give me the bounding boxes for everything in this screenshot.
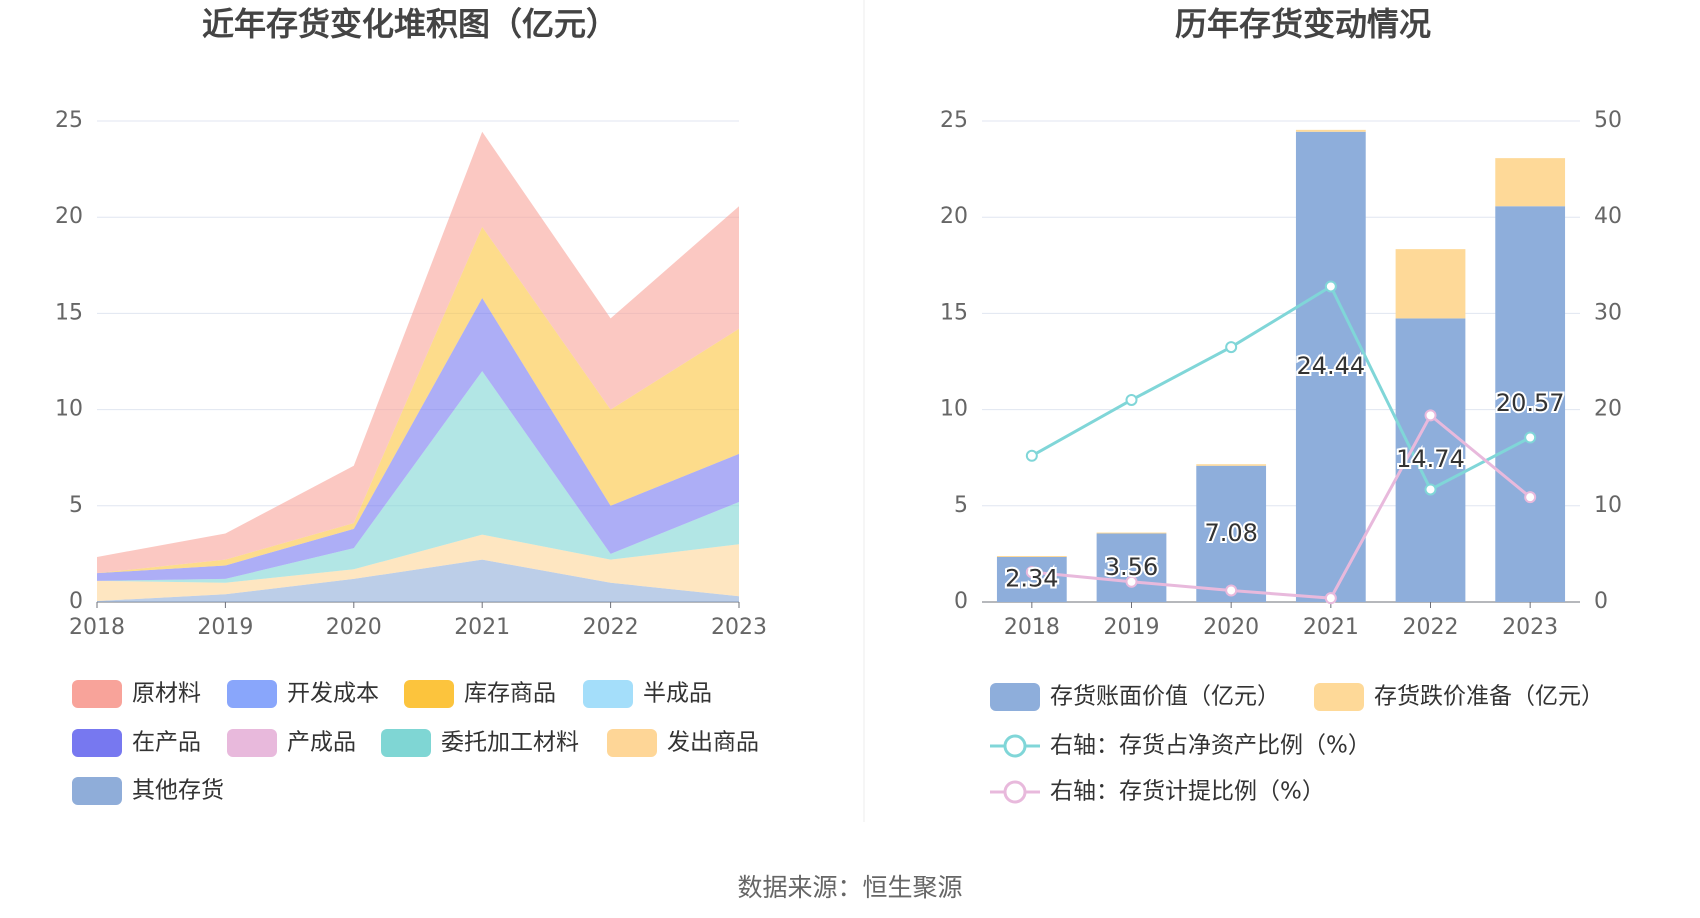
area <box>97 226 739 574</box>
legend-label: 开发成本 <box>287 681 379 707</box>
source: 数据来源：恒生聚源 <box>737 873 962 902</box>
legend-swatch <box>72 777 122 805</box>
area <box>97 534 739 602</box>
x-tick-label: 2022 <box>1403 615 1459 640</box>
bar <box>1295 131 1366 602</box>
legend-label: 右轴：存货计提比例（%） <box>1050 779 1325 805</box>
x-tick-label: 2023 <box>711 615 767 640</box>
legend-swatch <box>583 680 633 708</box>
legend-label: 右轴：存货占净资产比例（%） <box>1050 733 1371 759</box>
point <box>1125 575 1138 588</box>
legend-swatch <box>1003 780 1027 804</box>
point <box>1524 491 1537 504</box>
chart-title: 近年存货变化堆积图（亿元） <box>202 5 618 43</box>
legend-swatch <box>381 729 431 757</box>
y-tick-label: 15 <box>55 300 83 325</box>
legend-swatch <box>607 729 657 757</box>
x-tick-label: 2023 <box>1502 615 1558 640</box>
point <box>1324 280 1337 293</box>
area <box>97 131 739 574</box>
line <box>1031 413 1532 600</box>
legend-label: 发出商品 <box>667 730 759 756</box>
bar <box>996 556 1067 602</box>
x-tick-label: 2019 <box>197 615 253 640</box>
y-tick-label: 25 <box>55 108 83 133</box>
y-tick-label: 10 <box>55 397 83 422</box>
y-tick-label: 25 <box>940 108 968 133</box>
legend-label: 委托加工材料 <box>441 730 579 756</box>
bar <box>1495 206 1566 602</box>
value-label: 24.44 <box>1296 352 1365 380</box>
bar <box>1295 129 1366 132</box>
y-tick-label: 0 <box>69 589 83 614</box>
x-tick-label: 2022 <box>583 615 639 640</box>
point <box>1524 431 1537 444</box>
y2-tick-label: 20 <box>1594 397 1622 422</box>
y-tick-label: 5 <box>69 493 83 518</box>
y-tick-label: 0 <box>954 589 968 614</box>
y2-tick-label: 0 <box>1594 589 1608 614</box>
line <box>1031 284 1531 492</box>
legend-swatch <box>1003 734 1027 758</box>
point <box>1424 409 1437 422</box>
bar <box>1196 465 1267 602</box>
legend-swatch <box>72 729 122 757</box>
legend-label: 原材料 <box>132 681 201 707</box>
legend-label: 产成品 <box>287 730 356 756</box>
area <box>97 559 739 602</box>
x-tick-label: 2020 <box>1203 615 1259 640</box>
y-tick-label: 20 <box>940 204 968 229</box>
legend-swatch <box>1314 683 1364 711</box>
legend-label: 半成品 <box>643 681 712 707</box>
bar <box>1096 533 1167 602</box>
point <box>1225 341 1238 354</box>
y2-tick-label: 40 <box>1594 204 1622 229</box>
area <box>97 298 739 581</box>
legend-swatch <box>227 680 277 708</box>
legend-label: 其他存货 <box>132 778 224 804</box>
value-label: 20.57 <box>1496 389 1565 417</box>
point <box>1424 483 1437 496</box>
x-tick-label: 2018 <box>69 615 125 640</box>
legend-swatch <box>990 683 1040 711</box>
legend-label: 存货跌价准备（亿元） <box>1374 684 1604 710</box>
bar <box>996 556 1067 557</box>
y2-tick-label: 50 <box>1594 108 1622 133</box>
y-tick-label: 15 <box>940 300 968 325</box>
point <box>1125 393 1138 406</box>
legend-label: 存货账面价值（亿元） <box>1050 684 1280 710</box>
point <box>1025 449 1038 462</box>
y-tick-label: 5 <box>954 493 968 518</box>
x-tick-label: 2018 <box>1004 615 1060 640</box>
legend-swatch <box>227 729 277 757</box>
chart-title: 历年存货变动情况 <box>1175 5 1431 43</box>
y-tick-label: 20 <box>55 204 83 229</box>
point <box>1025 566 1038 579</box>
legend-swatch <box>404 680 454 708</box>
value-label: 2.34 <box>1005 564 1058 592</box>
y2-tick-label: 30 <box>1594 300 1622 325</box>
legend-label: 在产品 <box>132 730 201 756</box>
point <box>1225 584 1238 597</box>
x-tick-label: 2019 <box>1104 615 1160 640</box>
x-tick-label: 2020 <box>326 615 382 640</box>
bar <box>1096 532 1167 534</box>
value-label: 3.56 <box>1105 553 1158 581</box>
x-tick-label: 2021 <box>454 615 510 640</box>
bar <box>1196 464 1267 466</box>
y-tick-label: 10 <box>940 397 968 422</box>
value-label: 7.08 <box>1204 519 1257 547</box>
y2-tick-label: 10 <box>1594 493 1622 518</box>
legend-swatch <box>72 680 122 708</box>
x-tick-label: 2021 <box>1303 615 1359 640</box>
bar <box>1495 158 1566 207</box>
area <box>97 371 739 583</box>
point <box>1324 592 1337 605</box>
legend-label: 库存商品 <box>464 681 556 707</box>
value-label: 14.74 <box>1396 445 1465 473</box>
bar <box>1395 249 1466 319</box>
